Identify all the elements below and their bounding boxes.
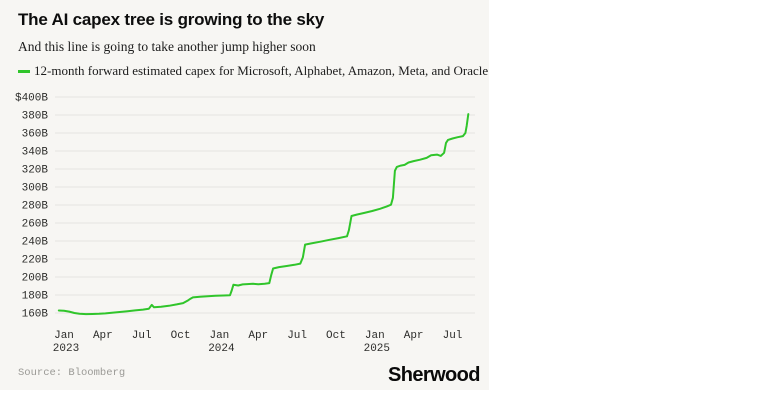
y-tick-label: 220B	[22, 255, 49, 267]
x-tick-label: Jan	[54, 330, 74, 342]
legend-line-swatch-icon	[18, 69, 30, 73]
capex-line	[57, 113, 470, 316]
x-tick-label: Apr	[93, 330, 113, 342]
y-tick-label: $400B	[15, 93, 48, 105]
chart-legend: 12-month forward estimated capex for Mic…	[18, 63, 488, 79]
source-note: Source: Bloomberg	[18, 367, 126, 379]
x-tick-label: Jan	[209, 330, 229, 342]
capex-line-chart: $400B 380B 360B 340B 320B 300B 280B 260B 240B 220…	[15, 93, 475, 355]
x-tick-label: Apr	[248, 330, 268, 342]
legend-series-label: 12-month forward estimated capex for Mic…	[34, 63, 489, 78]
x-tick-year-label: 2024	[208, 343, 235, 355]
y-tick-label: 240B	[22, 237, 49, 249]
y-tick-label: 300B	[22, 183, 49, 195]
x-tick-label: Jul	[443, 330, 463, 342]
chart-subtitle: And this line is going to take another j…	[18, 39, 316, 54]
page-title: The AI capex tree is growing to the sky	[18, 10, 325, 29]
x-tick-label: Jul	[132, 330, 152, 342]
x-tick-year-label: 2023	[53, 343, 79, 355]
x-tick-label: Jul	[287, 330, 307, 342]
sherwood-logo: Sherwood	[388, 364, 480, 386]
chart-card: $400B 380B 360B 340B 320B 300B 280B 260B 240B 220…	[0, 0, 489, 390]
x-tick-label: Oct	[326, 330, 346, 342]
x-tick-label: Oct	[171, 330, 191, 342]
x-tick-year-label: 2025	[364, 343, 390, 355]
y-tick-label: 160B	[22, 309, 49, 321]
y-tick-label: 200B	[22, 273, 49, 285]
y-tick-label: 340B	[22, 147, 49, 159]
y-tick-label: 180B	[22, 291, 49, 303]
y-tick-label: 280B	[22, 201, 49, 213]
x-tick-label: Apr	[404, 330, 424, 342]
y-tick-label: 320B	[22, 165, 49, 177]
x-tick-label: Jan	[365, 330, 385, 342]
y-tick-label: 360B	[22, 129, 49, 141]
y-tick-label: 380B	[22, 111, 49, 123]
y-tick-label: 260B	[22, 219, 49, 231]
